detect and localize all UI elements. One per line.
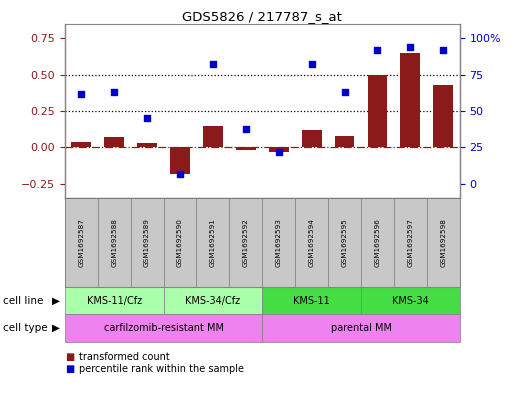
Text: GSM1692587: GSM1692587 (78, 218, 84, 267)
Text: KMS-34: KMS-34 (392, 296, 429, 306)
Bar (170, 147, 190, 174)
Bar (335, 136, 355, 147)
Text: parental MM: parental MM (331, 323, 392, 333)
Point (242, 125, 250, 132)
Text: ■: ■ (65, 364, 74, 374)
Bar (434, 85, 453, 147)
Bar (72, 141, 91, 147)
Point (110, 89, 118, 95)
Point (275, 149, 283, 155)
Text: cell type: cell type (3, 323, 47, 333)
Bar (269, 147, 289, 152)
Bar (401, 53, 420, 147)
Bar (236, 147, 256, 151)
Text: GSM1692595: GSM1692595 (342, 218, 348, 267)
Text: GSM1692588: GSM1692588 (111, 218, 117, 267)
Bar (137, 143, 157, 147)
Point (406, 44, 415, 50)
Text: percentile rank within the sample: percentile rank within the sample (79, 364, 244, 374)
Bar (105, 137, 124, 147)
Text: carfilzomib-resistant MM: carfilzomib-resistant MM (104, 323, 223, 333)
Text: cell line: cell line (3, 296, 43, 306)
Text: KMS-34/Cfz: KMS-34/Cfz (185, 296, 241, 306)
Text: GSM1692592: GSM1692592 (243, 218, 249, 267)
Text: ▶: ▶ (52, 296, 60, 306)
Text: GSM1692593: GSM1692593 (276, 218, 282, 267)
Point (77, 90, 85, 97)
Text: GSM1692594: GSM1692594 (309, 218, 315, 267)
Text: GSM1692591: GSM1692591 (210, 218, 216, 267)
Text: transformed count: transformed count (79, 352, 170, 362)
Text: GSM1692598: GSM1692598 (440, 218, 446, 267)
Text: GDS5826 / 217787_s_at: GDS5826 / 217787_s_at (181, 10, 342, 23)
Text: GSM1692590: GSM1692590 (177, 218, 183, 267)
Text: KMS-11/Cfz: KMS-11/Cfz (87, 296, 142, 306)
Text: KMS-11: KMS-11 (293, 296, 330, 306)
Point (340, 89, 349, 95)
Point (176, 171, 184, 177)
Point (143, 115, 151, 121)
Text: GSM1692597: GSM1692597 (407, 218, 413, 267)
Bar (302, 130, 322, 147)
Point (373, 47, 382, 53)
Bar (368, 75, 388, 147)
Point (209, 61, 217, 68)
Text: ▶: ▶ (52, 323, 60, 333)
Text: ■: ■ (65, 352, 74, 362)
Text: GSM1692589: GSM1692589 (144, 218, 150, 267)
Point (439, 47, 448, 53)
Text: GSM1692596: GSM1692596 (374, 218, 380, 267)
Point (308, 61, 316, 68)
Bar (203, 126, 223, 147)
